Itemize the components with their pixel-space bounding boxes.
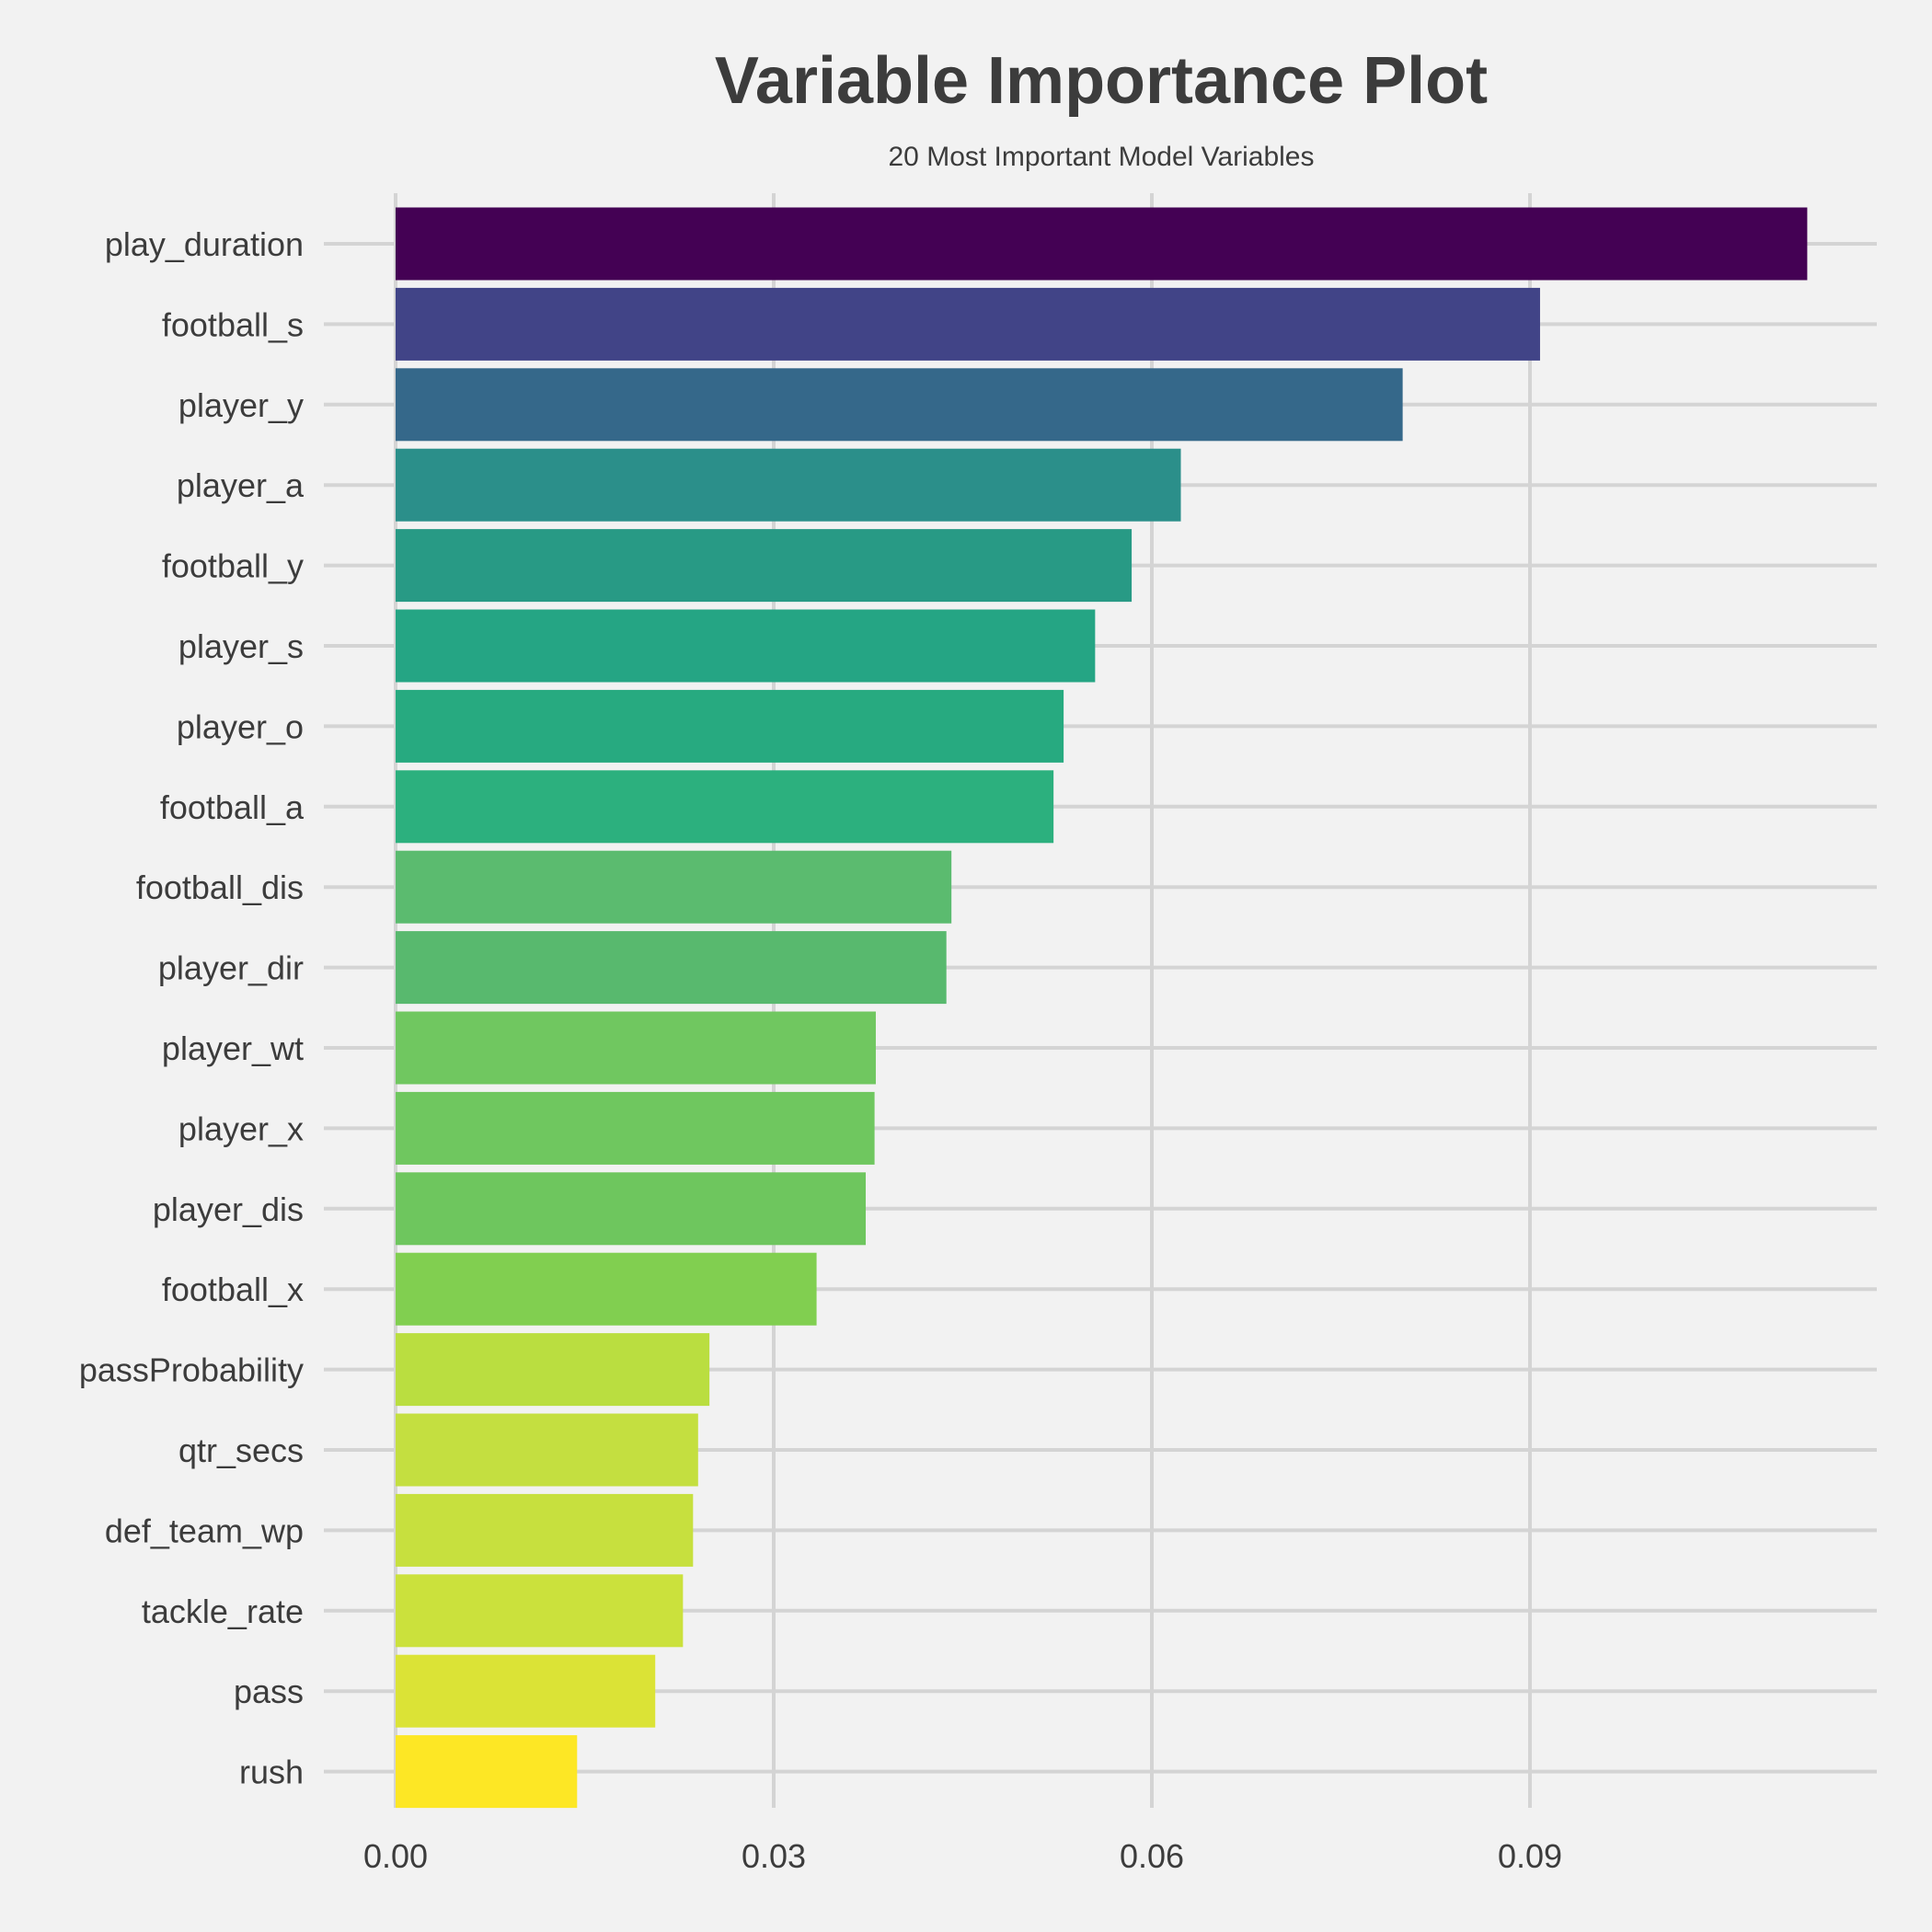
bar-passprobability <box>396 1333 710 1407</box>
bar-rush <box>396 1735 578 1809</box>
x-tick-label: 0.00 <box>363 1837 428 1875</box>
x-tick-labels: 0.00 0.03 0.06 0.09 <box>363 1837 1562 1875</box>
y-tick-label: def_team_wp <box>105 1512 304 1549</box>
y-tick-label: player_a <box>177 466 305 504</box>
bar-player-o <box>396 689 1064 763</box>
bar-player-a <box>396 448 1181 522</box>
y-tick-label: passProbability <box>79 1351 304 1389</box>
bar-player-y <box>396 368 1403 442</box>
y-tick-label: pass <box>234 1673 304 1710</box>
bar-football-s <box>396 287 1540 361</box>
y-tick-label: player_o <box>177 707 304 745</box>
x-tick-label: 0.03 <box>742 1837 806 1875</box>
y-tick-label: football_s <box>162 305 304 343</box>
bar-player-x <box>396 1091 875 1165</box>
y-tick-label: football_a <box>160 788 305 826</box>
y-tick-label: football_x <box>162 1271 304 1308</box>
x-tick-label: 0.06 <box>1120 1837 1184 1875</box>
bar-player-dir <box>396 931 947 1005</box>
bar-football-x <box>396 1252 817 1326</box>
bar-qtr-secs <box>396 1413 698 1487</box>
y-tick-labels: play_duration football_s player_y player_af… <box>79 225 305 1791</box>
y-tick-label: football_y <box>162 547 304 585</box>
bar-football-a <box>396 770 1054 844</box>
y-tick-label: player_y <box>178 386 304 424</box>
bar-def-team-wp <box>396 1493 694 1567</box>
bar-player-s <box>396 609 1096 683</box>
y-tick-label: player_s <box>178 627 304 665</box>
y-tick-label: football_dis <box>136 868 304 906</box>
bar-football-y <box>396 529 1133 603</box>
bars-layer <box>396 207 1808 1809</box>
bar-player-dis <box>396 1172 867 1246</box>
y-tick-label: player_wt <box>162 1029 304 1067</box>
y-tick-label: rush <box>239 1754 304 1791</box>
chart-subtitle: 20 Most Important Model Variables <box>889 142 1315 172</box>
y-tick-label: player_dis <box>153 1190 304 1228</box>
y-tick-label: play_duration <box>105 225 304 263</box>
bar-pass <box>396 1654 656 1728</box>
bar-player-wt <box>396 1011 876 1085</box>
bar-play-duration <box>396 207 1808 281</box>
y-tick-label: player_x <box>178 1110 304 1147</box>
x-tick-label: 0.09 <box>1498 1837 1562 1875</box>
y-tick-label: player_dir <box>158 949 304 987</box>
y-tick-label: qtr_secs <box>178 1432 304 1469</box>
bar-tackle-rate <box>396 1574 684 1648</box>
y-tick-label: tackle_rate <box>142 1593 304 1630</box>
chart-title: Variable Importance Plot <box>715 44 1488 118</box>
bar-football-dis <box>396 850 952 924</box>
